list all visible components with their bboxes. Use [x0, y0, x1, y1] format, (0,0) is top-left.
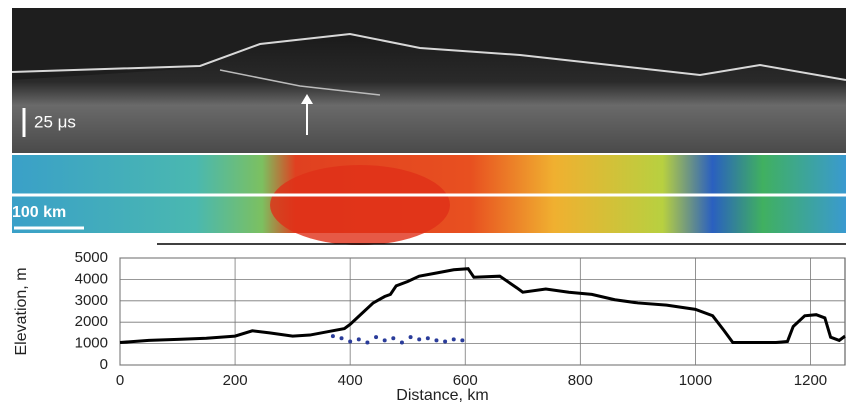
- data-point: [443, 339, 448, 344]
- y-tick-label: 3000: [75, 292, 108, 309]
- y-tick-label: 2000: [75, 313, 108, 330]
- map-scale-label: 100 km: [12, 204, 66, 221]
- data-point: [365, 340, 370, 345]
- radargram: 25 μs: [11, 8, 846, 153]
- map: 100 km: [12, 155, 846, 245]
- x-tick-label: 200: [223, 372, 248, 389]
- y-tick-label: 0: [100, 356, 108, 373]
- x-tick-label: 600: [453, 372, 478, 389]
- x-axis-label: Distance, km: [396, 387, 488, 404]
- data-point: [408, 335, 413, 340]
- data-point: [434, 338, 439, 343]
- y-tick-label: 4000: [75, 270, 108, 287]
- data-point: [356, 337, 361, 342]
- elevation-line: [119, 267, 846, 345]
- data-point: [460, 338, 465, 343]
- data-point: [348, 339, 353, 344]
- radar-scale-label: 25 μs: [34, 112, 76, 131]
- y-tick-label: 1000: [75, 335, 108, 352]
- x-tick-label: 800: [568, 372, 593, 389]
- data-point: [425, 336, 430, 341]
- plot-frame: [119, 257, 846, 366]
- data-point: [391, 336, 396, 341]
- data-point: [417, 337, 422, 342]
- data-point: [399, 340, 404, 345]
- data-point: [374, 335, 379, 340]
- data-point: [451, 337, 456, 342]
- x-tick-label: 0: [116, 372, 124, 389]
- x-tick-label: 1200: [794, 372, 827, 389]
- data-point: [339, 336, 344, 341]
- elevation-chart: 0 1000 2000 3000 4000 5000 0 200 400 600 800 1000 12…: [13, 249, 846, 404]
- data-point: [382, 338, 387, 343]
- x-tick-label: 1000: [679, 372, 712, 389]
- data-point: [330, 334, 335, 339]
- y-tick-label: 5000: [75, 249, 108, 266]
- y-axis-label: Elevation, m: [13, 267, 30, 355]
- x-tick-label: 400: [338, 372, 363, 389]
